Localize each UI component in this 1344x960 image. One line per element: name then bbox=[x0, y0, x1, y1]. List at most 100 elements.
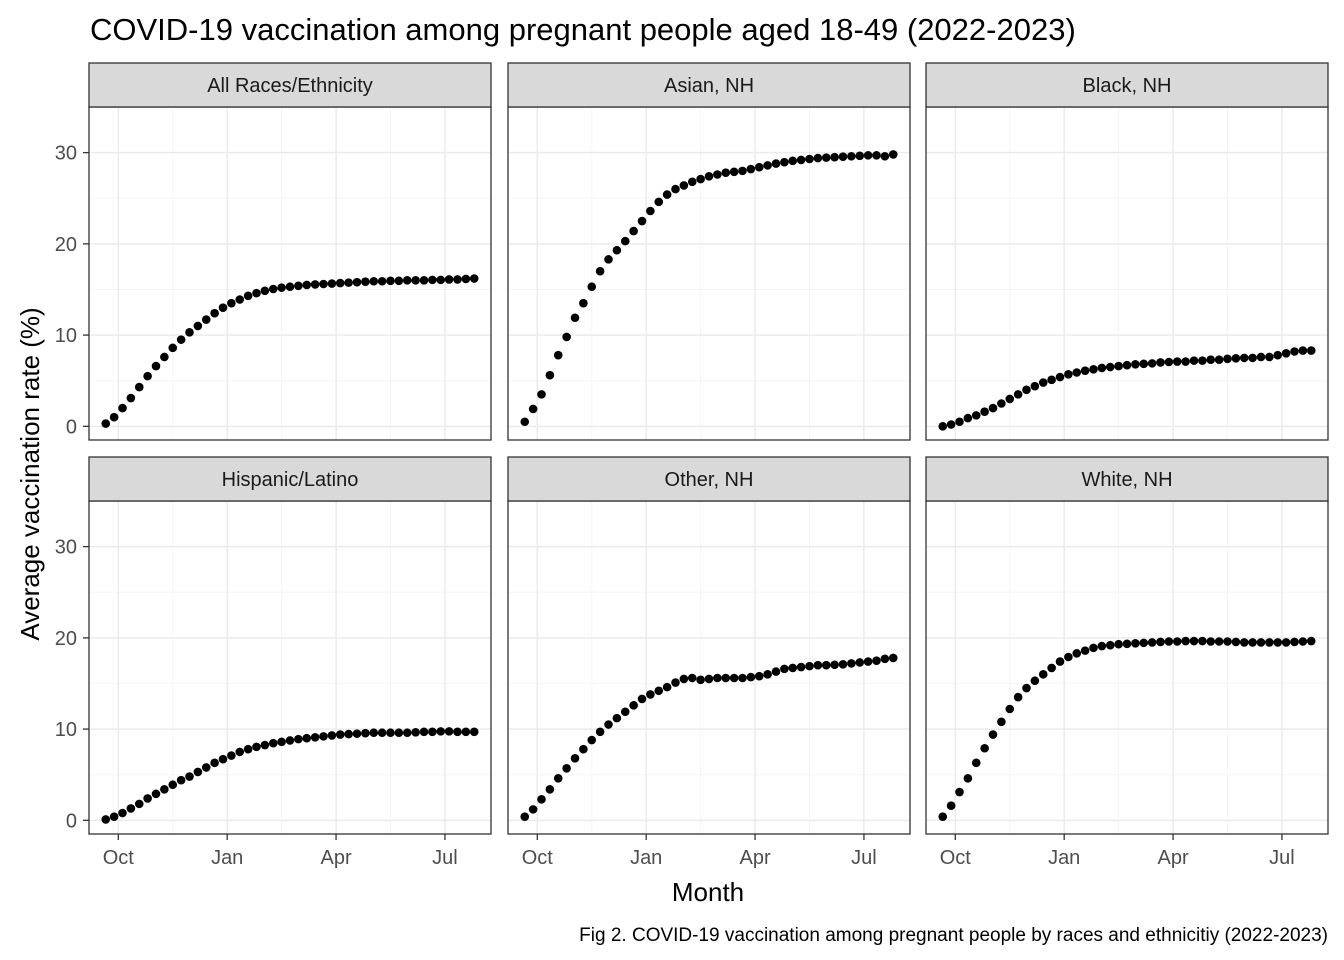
data-point bbox=[553, 350, 563, 360]
data-point bbox=[1189, 636, 1199, 646]
data-point bbox=[1172, 357, 1182, 366]
data-point bbox=[562, 332, 571, 342]
data-point bbox=[553, 774, 563, 783]
data-point bbox=[1064, 370, 1073, 379]
panel-background bbox=[926, 501, 1328, 834]
data-point bbox=[201, 315, 211, 324]
data-point bbox=[1013, 692, 1023, 702]
data-point bbox=[109, 412, 119, 422]
data-point bbox=[1072, 368, 1082, 377]
data-point bbox=[780, 664, 789, 674]
data-point bbox=[704, 674, 714, 684]
data-point bbox=[377, 276, 387, 286]
data-point bbox=[1139, 638, 1149, 648]
data-point bbox=[469, 274, 479, 283]
data-point bbox=[444, 275, 454, 284]
data-point bbox=[1223, 354, 1232, 364]
data-point bbox=[168, 343, 178, 353]
data-point bbox=[671, 678, 680, 687]
data-point bbox=[629, 701, 638, 710]
x-tick-label: Jul bbox=[1269, 847, 1295, 869]
data-point bbox=[1156, 358, 1165, 367]
data-point bbox=[847, 151, 856, 161]
data-point bbox=[377, 728, 387, 738]
data-point bbox=[528, 404, 538, 414]
data-point bbox=[1298, 637, 1308, 646]
data-point bbox=[1122, 360, 1132, 370]
data-point bbox=[738, 673, 747, 683]
data-point bbox=[1189, 356, 1199, 365]
data-point bbox=[780, 157, 789, 167]
data-point bbox=[344, 729, 353, 739]
data-point bbox=[696, 675, 705, 685]
data-point bbox=[805, 661, 814, 671]
data-point bbox=[1013, 390, 1023, 399]
facet-white-nh: White, NH Oct Jan Apr Jul bbox=[925, 456, 1329, 869]
data-point bbox=[444, 727, 454, 736]
data-point bbox=[294, 734, 303, 744]
data-point bbox=[1147, 638, 1157, 647]
facet-strip-label: All Races/Ethnicity bbox=[207, 75, 373, 97]
data-point bbox=[143, 794, 152, 803]
data-point bbox=[1047, 663, 1056, 673]
data-point bbox=[729, 673, 739, 683]
data-point bbox=[469, 727, 479, 737]
panel-background bbox=[89, 501, 491, 834]
data-point bbox=[134, 799, 144, 809]
facet-strip bbox=[88, 456, 492, 502]
data-point bbox=[813, 660, 823, 670]
data-point bbox=[1038, 670, 1048, 679]
x-tick-label: Jan bbox=[211, 847, 243, 869]
data-point bbox=[771, 667, 781, 676]
data-point bbox=[813, 153, 823, 163]
data-point bbox=[151, 361, 161, 371]
data-point bbox=[1239, 638, 1249, 647]
facet-strip bbox=[925, 456, 1329, 502]
data-point bbox=[118, 403, 127, 413]
data-point bbox=[243, 744, 253, 754]
data-point bbox=[126, 393, 136, 403]
data-point bbox=[570, 753, 580, 763]
facet-strip-label: Asian, NH bbox=[664, 75, 754, 97]
data-point bbox=[1064, 652, 1073, 662]
data-point bbox=[1248, 638, 1257, 647]
data-point bbox=[1198, 356, 1207, 365]
data-point bbox=[1172, 637, 1182, 646]
data-point bbox=[1214, 355, 1224, 365]
data-point bbox=[1298, 346, 1308, 355]
data-point bbox=[285, 736, 295, 745]
data-point bbox=[612, 245, 622, 255]
data-point bbox=[402, 276, 412, 285]
data-point bbox=[1105, 362, 1115, 372]
data-point bbox=[754, 162, 764, 172]
data-point bbox=[1080, 366, 1090, 375]
data-point bbox=[595, 727, 605, 737]
data-point bbox=[1139, 359, 1149, 369]
facet-other-nh: Other, NH Oct Jan Apr Jul bbox=[507, 456, 911, 869]
data-point bbox=[1038, 378, 1048, 387]
data-point bbox=[252, 742, 261, 752]
data-point bbox=[579, 744, 588, 754]
x-tick-label: Jul bbox=[851, 847, 877, 869]
data-point bbox=[176, 335, 186, 344]
data-point bbox=[946, 420, 956, 429]
facet-panels: All Races/Ethnicity 0 10 20 30 Asian, NH Black… bbox=[55, 62, 1329, 869]
data-point bbox=[1097, 641, 1107, 651]
data-point bbox=[118, 808, 127, 818]
data-point bbox=[1181, 636, 1190, 646]
data-point bbox=[620, 236, 630, 246]
data-point bbox=[168, 780, 178, 790]
data-point bbox=[394, 728, 404, 738]
data-point bbox=[763, 670, 772, 679]
data-point bbox=[988, 403, 998, 413]
data-point bbox=[687, 673, 697, 683]
data-point bbox=[453, 727, 462, 737]
data-point bbox=[235, 747, 245, 757]
data-point bbox=[997, 717, 1006, 727]
data-point bbox=[1231, 637, 1241, 647]
data-point bbox=[218, 303, 228, 313]
data-point bbox=[604, 720, 613, 729]
data-point bbox=[386, 276, 395, 286]
y-tick-label: 20 bbox=[55, 234, 77, 256]
data-point bbox=[1164, 637, 1174, 646]
